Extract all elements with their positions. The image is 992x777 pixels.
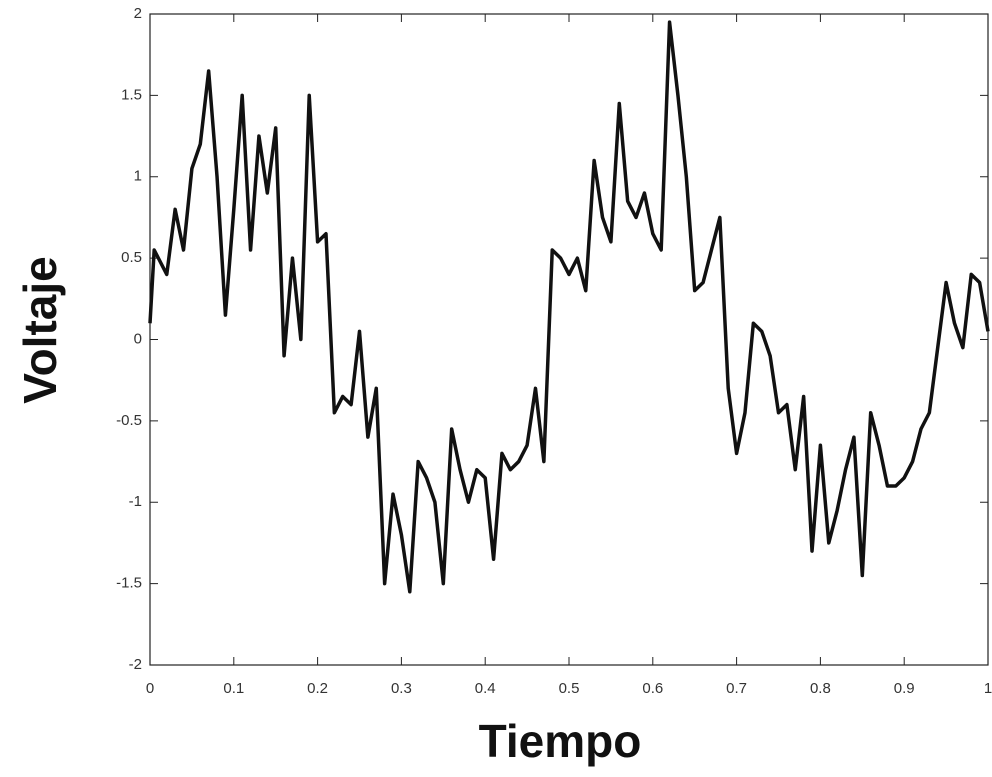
y-tick-label: -0.5: [116, 412, 142, 429]
x-tick-label: 0.9: [894, 680, 915, 697]
x-axis-label: Tiempo: [479, 715, 642, 767]
data-line: [148, 20, 990, 594]
y-tick-label: 1.5: [121, 86, 142, 103]
y-tick-label: -2: [129, 656, 142, 673]
x-tick-label: 0.8: [810, 680, 831, 697]
y-tick-label: 0.5: [121, 249, 142, 266]
x-tick-label: 0: [146, 680, 154, 697]
y-tick-label: 0: [134, 330, 142, 347]
x-tick-label: 0.4: [475, 680, 496, 697]
y-tick-label: -1: [129, 493, 142, 510]
x-tick-label: 0.2: [307, 680, 328, 697]
x-tick-label: 0.1: [223, 680, 244, 697]
y-tick-label: -1.5: [116, 575, 142, 592]
x-tick-label: 0.7: [726, 680, 747, 697]
x-tick-label: 0.6: [642, 680, 663, 697]
y-tick-label: 1: [134, 168, 142, 185]
plot-area: [149, 13, 989, 666]
x-tick-label: 1: [984, 680, 992, 697]
x-tick-label: 0.3: [391, 680, 412, 697]
y-axis-label: Voltaje: [14, 256, 66, 403]
y-tick-label: 2: [134, 5, 142, 22]
x-tick-label: 0.5: [559, 680, 580, 697]
